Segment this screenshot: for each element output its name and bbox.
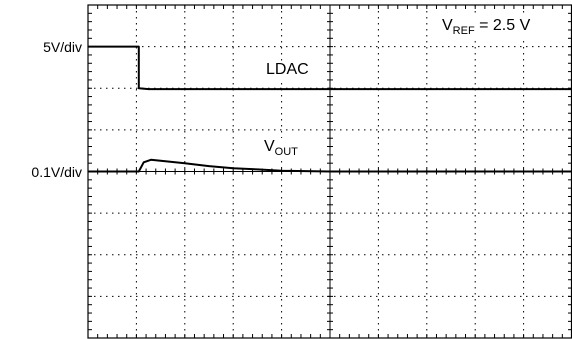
- vout-trace: [88, 158, 572, 173]
- vout-label-subscript: OUT: [274, 146, 298, 158]
- vref-annotation: VREF = 2.5 V: [440, 17, 533, 40]
- vref-prefix: V: [442, 17, 453, 34]
- vout-label-prefix: V: [264, 138, 275, 155]
- vref-suffix: = 2.5 V: [474, 17, 531, 34]
- vout-trace-label: VOUT: [262, 138, 300, 161]
- ldac-trace: [88, 45, 572, 91]
- ldac-scale-label: 5V/div: [43, 38, 82, 55]
- vref-subscript: REF: [452, 25, 475, 37]
- ldac-trace-label: LDAC: [264, 61, 311, 79]
- vout-scale-label: 0.1V/div: [31, 163, 82, 180]
